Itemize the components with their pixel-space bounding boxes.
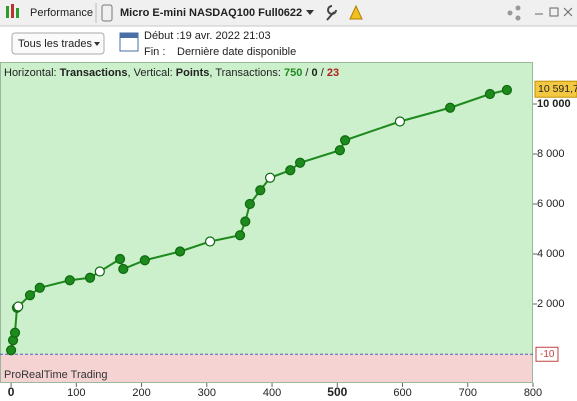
trade-marker	[64, 275, 75, 286]
calendar-icon[interactable]	[119, 32, 139, 52]
trade-marker	[174, 246, 186, 257]
x-tick-label: 700	[459, 387, 477, 399]
trade-marker	[294, 157, 306, 168]
y-tick-label: 8 000	[537, 148, 565, 160]
trades-dropdown[interactable]	[11, 32, 105, 55]
header-part: /	[302, 67, 311, 79]
trade-marker	[234, 230, 246, 241]
x-tick-label: 300	[198, 387, 216, 399]
dropdown-arrow[interactable]	[94, 42, 100, 46]
trade-marker	[9, 327, 21, 338]
dropdown-arrow[interactable]	[306, 10, 314, 15]
link-icon[interactable]	[101, 4, 113, 22]
last-value-label: 10 591,7	[538, 83, 577, 95]
header-part: , Vertical:	[128, 67, 176, 79]
y-tick-label: 2 000	[537, 298, 565, 310]
watermark: ProRealTime Trading	[4, 369, 108, 381]
trade-marker	[484, 88, 496, 100]
trade-marker	[244, 198, 255, 210]
zero-label-box	[535, 346, 559, 362]
end-label: Fin :	[144, 46, 165, 58]
equity-line	[10, 89, 508, 351]
trade-marker	[255, 185, 266, 196]
app-icon	[6, 4, 19, 18]
trade-marker	[13, 301, 24, 312]
trade-marker	[204, 236, 216, 247]
x-tick-label: 100	[67, 387, 85, 399]
trade-marker	[114, 253, 126, 265]
header-part: , Transactions:	[209, 67, 284, 79]
x-tick-label: 0	[8, 385, 15, 399]
x-tick-label: 500	[327, 385, 347, 399]
trade-marker	[394, 116, 406, 127]
x-tick-label: 400	[263, 387, 281, 399]
close-button[interactable]	[563, 7, 573, 17]
header-part: Transactions	[60, 67, 128, 79]
trade-marker	[94, 266, 105, 277]
trade-marker	[24, 290, 36, 301]
header-part: /	[318, 67, 327, 79]
x-tick-label: 200	[132, 387, 150, 399]
loss-zone	[0, 354, 533, 383]
instrument-selector[interactable]: Micro E-mini NASDAQ100 Full0622	[120, 7, 302, 19]
trade-marker	[501, 84, 513, 96]
maximize-button[interactable]	[549, 7, 559, 17]
trades-dropdown-label[interactable]: Tous les trades	[18, 38, 92, 50]
chart-header: Horizontal: Transactions, Vertical: Poin…	[4, 67, 339, 79]
x-tick-label: 600	[393, 387, 411, 399]
trade-marker	[264, 172, 276, 183]
tab-title[interactable]: Performance	[30, 7, 93, 19]
header-part: 750	[284, 67, 302, 79]
trade-marker	[334, 145, 345, 156]
share-icon[interactable]	[507, 5, 521, 21]
wrench-icon[interactable]	[326, 5, 337, 21]
y-tick-label: 4 000	[537, 248, 565, 260]
header-part: Horizontal:	[4, 67, 60, 79]
end-value: Dernière date disponible	[177, 46, 296, 58]
trade-marker	[5, 345, 17, 356]
plot-border	[0, 62, 533, 383]
y-tick-label: 6 000	[537, 198, 565, 210]
profit-zone	[0, 62, 533, 355]
last-value-box	[534, 80, 577, 98]
trade-marker	[34, 282, 45, 293]
y-tick-label: 10 000	[537, 98, 571, 110]
header-part: Points	[176, 67, 210, 79]
header-part: 0	[312, 67, 318, 79]
trade-marker	[139, 255, 150, 266]
start-date: Début :19 avr. 2022 21:03	[144, 30, 271, 42]
chart: -10 Horizontal: Transactions, Vertical: P…	[0, 62, 577, 399]
trade-marker	[118, 263, 129, 275]
warning-icon[interactable]	[349, 4, 363, 20]
x-tick-label: 800	[524, 387, 542, 399]
header-part: 23	[327, 67, 339, 79]
trade-marker	[340, 135, 351, 146]
zero-label: -10	[540, 349, 555, 360]
trade-marker	[445, 102, 456, 113]
trade-marker	[84, 272, 96, 283]
trade-marker	[285, 165, 296, 176]
trade-marker	[240, 216, 251, 227]
